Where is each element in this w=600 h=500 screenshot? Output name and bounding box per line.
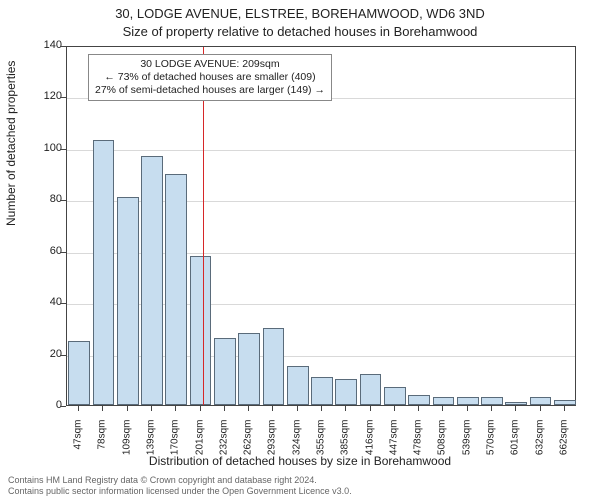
x-tick-label: 601sqm [510, 420, 521, 460]
x-tick-label: 570sqm [486, 420, 497, 460]
x-tick-label: 416sqm [364, 420, 375, 460]
x-tick-mark [321, 405, 322, 411]
y-axis-label: Number of detached properties [4, 61, 18, 226]
y-tick-mark [60, 200, 66, 201]
x-tick-label: 232sqm [218, 420, 229, 460]
y-tick-mark [60, 406, 66, 407]
y-tick-mark [60, 149, 66, 150]
x-tick-mark [515, 405, 516, 411]
histogram-bar [93, 140, 115, 405]
x-tick-label: 539sqm [461, 420, 472, 460]
y-tick-mark [60, 303, 66, 304]
y-tick-label: 0 [36, 399, 62, 411]
x-tick-mark [151, 405, 152, 411]
x-tick-mark [78, 405, 79, 411]
x-tick-mark [394, 405, 395, 411]
x-tick-label: 293sqm [267, 420, 278, 460]
x-tick-mark [442, 405, 443, 411]
histogram-bar [190, 256, 212, 405]
x-tick-mark [370, 405, 371, 411]
y-tick-label: 100 [36, 142, 62, 154]
y-tick-mark [60, 46, 66, 47]
chart-title-line2: Size of property relative to detached ho… [0, 24, 600, 39]
x-tick-mark [297, 405, 298, 411]
histogram-bar [141, 156, 163, 405]
x-tick-mark [127, 405, 128, 411]
x-tick-label: 385sqm [340, 420, 351, 460]
y-tick-mark [60, 97, 66, 98]
histogram-bar [457, 397, 479, 405]
annotation-box: 30 LODGE AVENUE: 209sqm← 73% of detached… [88, 54, 332, 101]
x-tick-label: 632sqm [534, 420, 545, 460]
x-tick-label: 262sqm [243, 420, 254, 460]
histogram-bar [311, 377, 333, 405]
x-tick-label: 447sqm [388, 420, 399, 460]
histogram-bar [481, 397, 503, 405]
x-tick-mark [102, 405, 103, 411]
x-tick-label: 508sqm [437, 420, 448, 460]
histogram-bar [554, 400, 576, 405]
y-tick-label: 140 [36, 39, 62, 51]
histogram-bar [287, 366, 309, 405]
histogram-bar [68, 341, 90, 405]
histogram-bar [408, 395, 430, 405]
footer-line2: Contains public sector information licen… [8, 486, 352, 496]
x-tick-mark [345, 405, 346, 411]
x-tick-mark [200, 405, 201, 411]
x-tick-mark [175, 405, 176, 411]
chart-title-line1: 30, LODGE AVENUE, ELSTREE, BOREHAMWOOD, … [0, 6, 600, 21]
y-tick-label: 20 [36, 348, 62, 360]
x-tick-mark [272, 405, 273, 411]
x-tick-label: 662sqm [558, 420, 569, 460]
histogram-bar [117, 197, 139, 405]
histogram-bar [335, 379, 357, 405]
x-tick-mark [248, 405, 249, 411]
y-tick-mark [60, 355, 66, 356]
y-tick-label: 60 [36, 245, 62, 257]
x-tick-label: 78sqm [97, 420, 108, 460]
x-tick-label: 170sqm [170, 420, 181, 460]
footer-attribution: Contains HM Land Registry data © Crown c… [8, 475, 352, 496]
x-tick-label: 109sqm [121, 420, 132, 460]
histogram-bar [433, 397, 455, 405]
annotation-line2: ← 73% of detached houses are smaller (40… [95, 71, 325, 84]
histogram-bar [263, 328, 285, 405]
histogram-bar [360, 374, 382, 405]
x-tick-mark [540, 405, 541, 411]
x-tick-mark [418, 405, 419, 411]
x-tick-mark [564, 405, 565, 411]
x-tick-label: 201sqm [194, 420, 205, 460]
x-tick-mark [491, 405, 492, 411]
footer-line1: Contains HM Land Registry data © Crown c… [8, 475, 352, 485]
x-tick-mark [224, 405, 225, 411]
gridline-h [67, 150, 575, 151]
y-tick-label: 80 [36, 193, 62, 205]
histogram-bar [530, 397, 552, 405]
histogram-bar [238, 333, 260, 405]
histogram-bar [214, 338, 236, 405]
x-tick-label: 478sqm [413, 420, 424, 460]
x-tick-label: 47sqm [73, 420, 84, 460]
annotation-line3: 27% of semi-detached houses are larger (… [95, 84, 325, 97]
histogram-bar [165, 174, 187, 405]
y-tick-label: 40 [36, 296, 62, 308]
y-tick-label: 120 [36, 90, 62, 102]
x-tick-label: 139sqm [146, 420, 157, 460]
x-tick-label: 355sqm [316, 420, 327, 460]
x-tick-label: 324sqm [291, 420, 302, 460]
annotation-line1: 30 LODGE AVENUE: 209sqm [95, 58, 325, 71]
y-tick-mark [60, 252, 66, 253]
x-tick-mark [467, 405, 468, 411]
histogram-bar [384, 387, 406, 405]
